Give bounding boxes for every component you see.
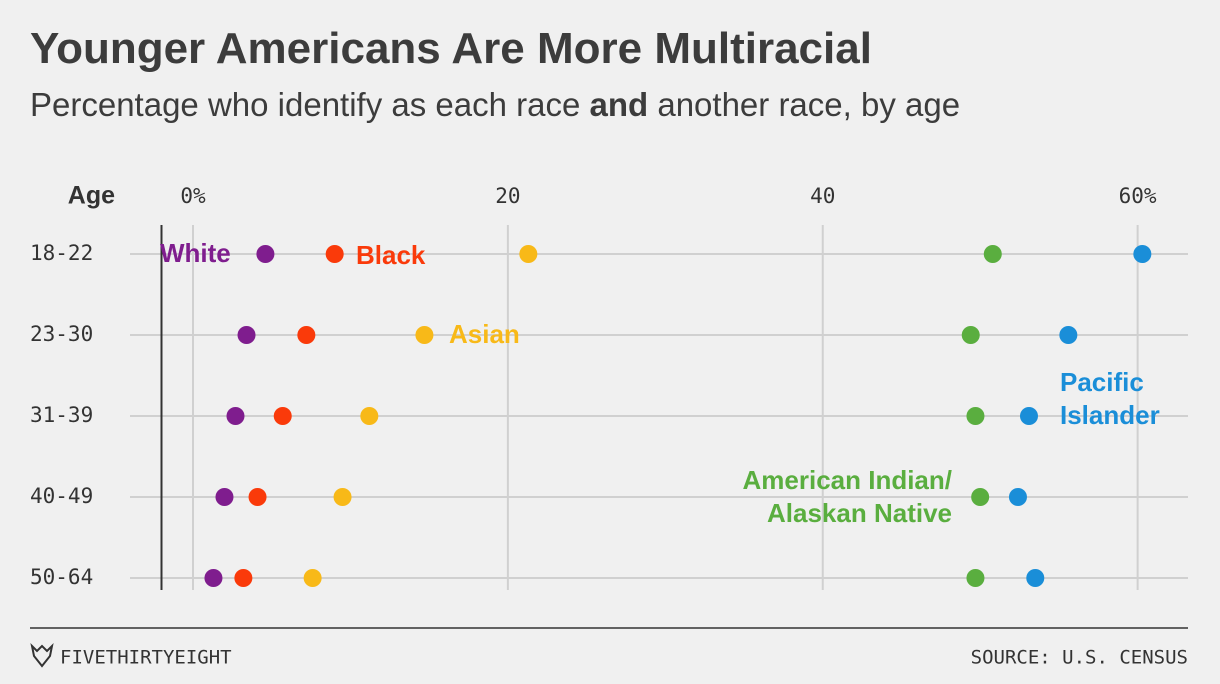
- x-tick-label: 60%: [1119, 184, 1157, 208]
- series-label: Black: [356, 240, 426, 270]
- dot: [237, 326, 256, 344]
- dot: [215, 488, 234, 506]
- dot: [519, 245, 538, 263]
- dot: [325, 245, 344, 263]
- dot: [273, 407, 292, 425]
- dot: [333, 488, 352, 506]
- dot: [1008, 488, 1027, 506]
- dot: [1026, 569, 1045, 587]
- footer-brand: FIVETHIRTYEIGHT: [60, 647, 232, 669]
- y-tick-label: 18-22: [30, 241, 93, 265]
- series-label: Asian: [449, 319, 520, 349]
- logo: [30, 642, 54, 668]
- subtitle-bold: and: [589, 86, 649, 123]
- y-tick-label: 50-64: [30, 565, 93, 589]
- source: SOURCE: U.S. CENSUS: [971, 647, 1188, 669]
- dot: [297, 326, 316, 344]
- dot: [1133, 245, 1152, 263]
- subtitle-text: Percentage who identify as each race: [30, 86, 590, 123]
- dot: [360, 407, 379, 425]
- dot: [256, 245, 275, 263]
- dot: [248, 488, 267, 506]
- x-tick-label: 0%: [180, 184, 206, 208]
- dot: [966, 569, 985, 587]
- y-tick-label: 31-39: [30, 403, 93, 427]
- dot: [415, 326, 434, 344]
- dot: [204, 569, 223, 587]
- dot: [234, 569, 253, 587]
- dot: [983, 245, 1002, 263]
- x-tick-label: 40: [810, 184, 835, 208]
- y-header: Age: [68, 182, 115, 210]
- series-label: Pacific Islander: [1060, 367, 1160, 430]
- dot: [971, 488, 990, 506]
- dot: [1059, 326, 1078, 344]
- chart-subtitle: Percentage who identify as each race and…: [30, 86, 960, 124]
- x-tick-label: 20: [495, 184, 520, 208]
- series-label: White: [160, 238, 231, 268]
- dot: [966, 407, 985, 425]
- series-label: American Indian/ Alaskan Native: [742, 465, 953, 528]
- subtitle-text: another race, by age: [648, 86, 961, 123]
- dot: [226, 407, 245, 425]
- dot: [961, 326, 980, 344]
- y-tick-label: 40-49: [30, 484, 93, 508]
- dot: [303, 569, 322, 587]
- chart-title: Younger Americans Are More Multiracial: [30, 24, 872, 73]
- y-tick-label: 23-30: [30, 322, 93, 346]
- dot: [1019, 407, 1038, 425]
